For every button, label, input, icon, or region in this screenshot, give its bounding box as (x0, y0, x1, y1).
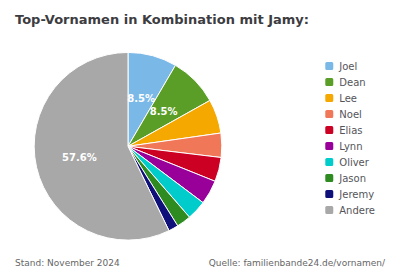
svg-text:Lynn: Lynn (339, 141, 362, 152)
svg-text:Joel: Joel (338, 61, 357, 72)
svg-text:Dean: Dean (339, 77, 365, 88)
svg-text:Top-Vornamen in Kombination mi: Top-Vornamen in Kombination mit Jamy: (15, 12, 309, 27)
svg-text:Jason: Jason (338, 173, 366, 184)
svg-text:8.5%: 8.5% (127, 93, 155, 104)
svg-text:Noel: Noel (339, 109, 362, 120)
svg-text:Oliver: Oliver (339, 157, 369, 168)
svg-text:Lee: Lee (339, 93, 357, 104)
svg-text:Stand: November 2024: Stand: November 2024 (15, 258, 120, 268)
svg-text:8.5%: 8.5% (150, 106, 178, 117)
svg-text:Elias: Elias (339, 125, 362, 136)
svg-text:Jeremy: Jeremy (338, 189, 374, 200)
svg-text:Andere: Andere (339, 205, 375, 216)
svg-text:Quelle: familienbande24.de/vor: Quelle: familienbande24.de/vornamen/ (209, 258, 386, 268)
svg-text:57.6%: 57.6% (62, 152, 97, 163)
